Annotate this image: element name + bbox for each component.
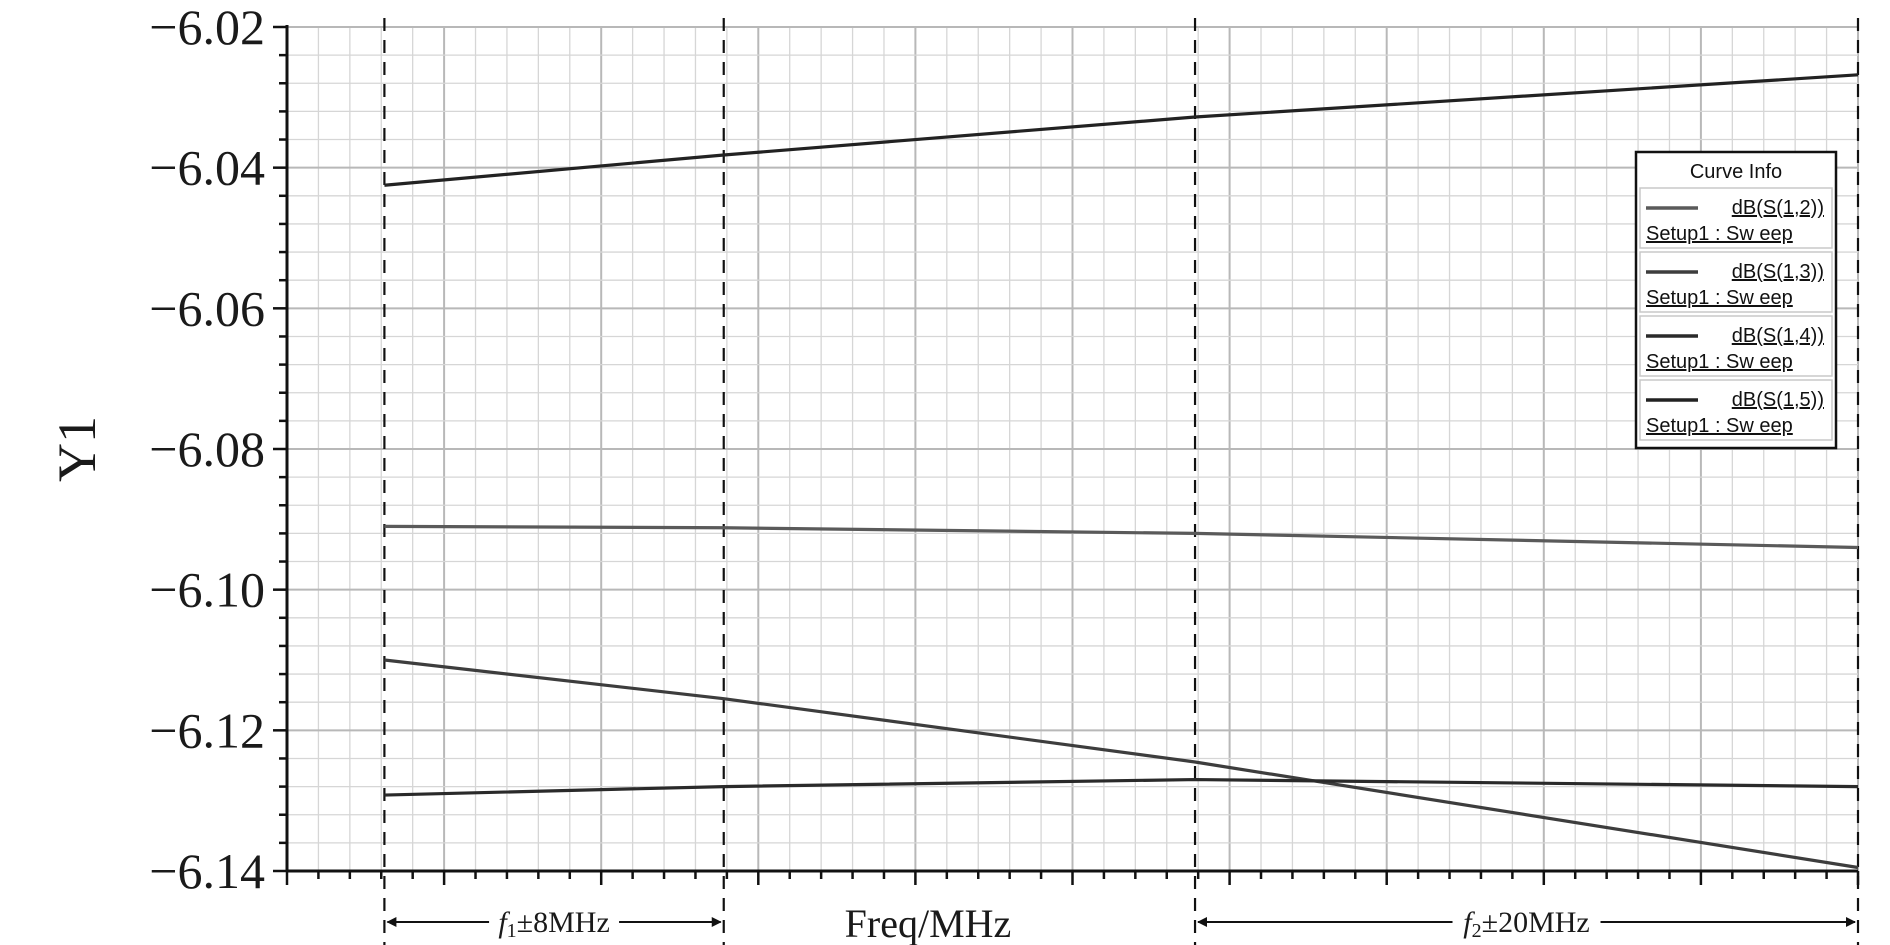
series-lines (384, 73, 1859, 870)
series-line (384, 73, 1859, 187)
legend-entry-box (1639, 379, 1833, 441)
legend-entry-box (1639, 187, 1833, 249)
legend-entry-name: dB(S(1,5)) (1732, 389, 1824, 411)
legend-entry-name: dB(S(1,3)) (1732, 261, 1824, 283)
legend-entry-name: dB(S(1,2)) (1732, 197, 1824, 219)
y-axis-title: Y1 (47, 416, 107, 482)
legend-entry-box (1639, 315, 1833, 377)
y-tick-label: −6.02 (149, 0, 265, 55)
legend-entry-box (1639, 251, 1833, 313)
legend-entry-sub: Setup1 : Sw eep (1646, 223, 1793, 245)
series-line (384, 777, 1859, 797)
axes (273, 25, 1860, 885)
series-line (384, 524, 1859, 550)
band-label: f1±8MHz (498, 906, 609, 942)
legend-entry-sub: Setup1 : Sw eep (1646, 287, 1793, 309)
legend: Curve Info dB(S(1,2)) Setup1 : Sw eep dB(S(… (1634, 150, 1838, 450)
grid (286, 26, 1859, 872)
legend-entry-name: dB(S(1,4)) (1732, 325, 1824, 347)
frequency-markers (383, 18, 1860, 945)
y-tick-label: −6.06 (149, 280, 265, 336)
x-axis-title: Freq/MHz (845, 901, 1012, 945)
legend-title: Curve Info (1690, 161, 1782, 183)
y-tick-label: −6.08 (149, 421, 265, 477)
legend-entry-sub: Setup1 : Sw eep (1646, 415, 1793, 437)
series-line (384, 658, 1859, 870)
y-tick-label: −6.12 (149, 702, 265, 758)
legend-entry-sub: Setup1 : Sw eep (1646, 351, 1793, 373)
y-tick-label: −6.10 (149, 562, 265, 618)
y-tick-label: −6.14 (149, 843, 265, 899)
y-tick-label: −6.04 (149, 140, 265, 196)
frequency-bands: f1±8MHz f2±20MHz (386, 906, 1856, 942)
y-tick-labels: −6.02 −6.04 −6.06 −6.08 −6.10 −6.12 −6.14 (149, 0, 265, 899)
band-label: f2±20MHz (1463, 906, 1589, 942)
